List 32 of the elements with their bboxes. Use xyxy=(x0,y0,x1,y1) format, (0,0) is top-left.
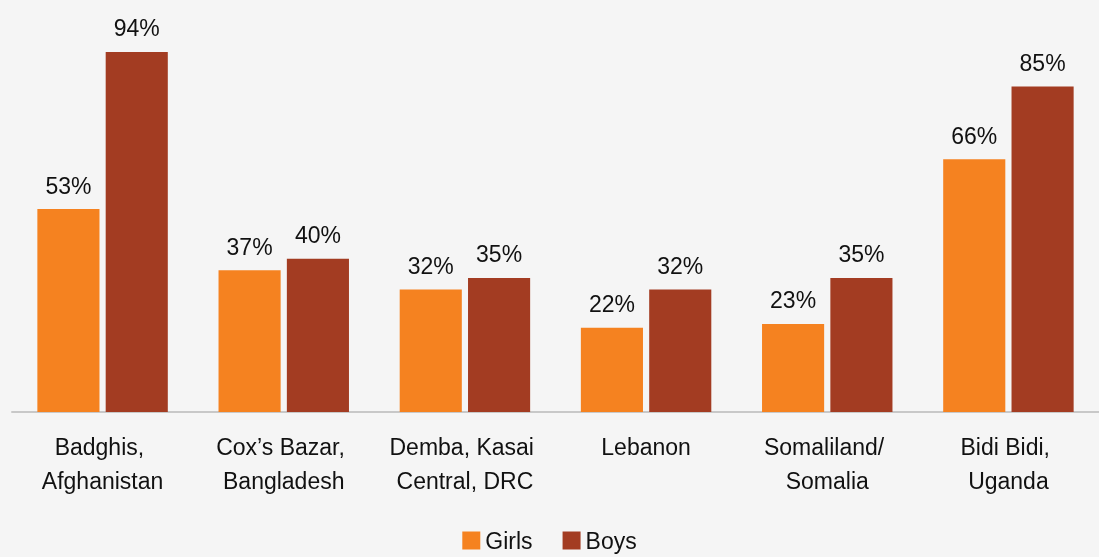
legend-label: Girls xyxy=(485,527,533,554)
data-label: 32% xyxy=(657,252,704,279)
legend-label: Boys xyxy=(585,527,637,554)
data-label: 94% xyxy=(113,15,160,42)
data-label: 40% xyxy=(294,222,341,249)
bar xyxy=(218,270,281,412)
data-label: 66% xyxy=(951,122,998,149)
data-label: 53% xyxy=(45,172,92,199)
x-tick-label: Cox’s Bazar, Bangladesh xyxy=(216,434,352,494)
data-label: 22% xyxy=(588,291,635,318)
data-label: 32% xyxy=(407,252,454,279)
data-label: 23% xyxy=(770,287,817,314)
bar xyxy=(762,323,825,412)
data-label: 37% xyxy=(226,233,273,260)
bar xyxy=(286,258,349,412)
bar xyxy=(580,327,643,412)
bar xyxy=(105,51,168,412)
x-tick-label: Badghis, Afghanistan xyxy=(41,434,164,494)
bar xyxy=(943,159,1006,412)
bar xyxy=(399,289,462,412)
bar xyxy=(830,277,893,412)
x-tick-label: Lebanon xyxy=(601,434,691,460)
data-label: 85% xyxy=(1019,49,1066,76)
x-tick-label: Somaliland/ Somalia xyxy=(763,434,891,494)
bar xyxy=(37,209,100,412)
bar xyxy=(649,289,712,412)
bar xyxy=(468,277,531,412)
x-tick-label: Bidi Bidi, Uganda xyxy=(960,434,1057,494)
data-label: 35% xyxy=(476,241,523,268)
x-tick-label: Demba, Kasai Central, DRC xyxy=(389,434,541,494)
bar xyxy=(1011,86,1074,412)
data-label: 35% xyxy=(838,241,885,268)
